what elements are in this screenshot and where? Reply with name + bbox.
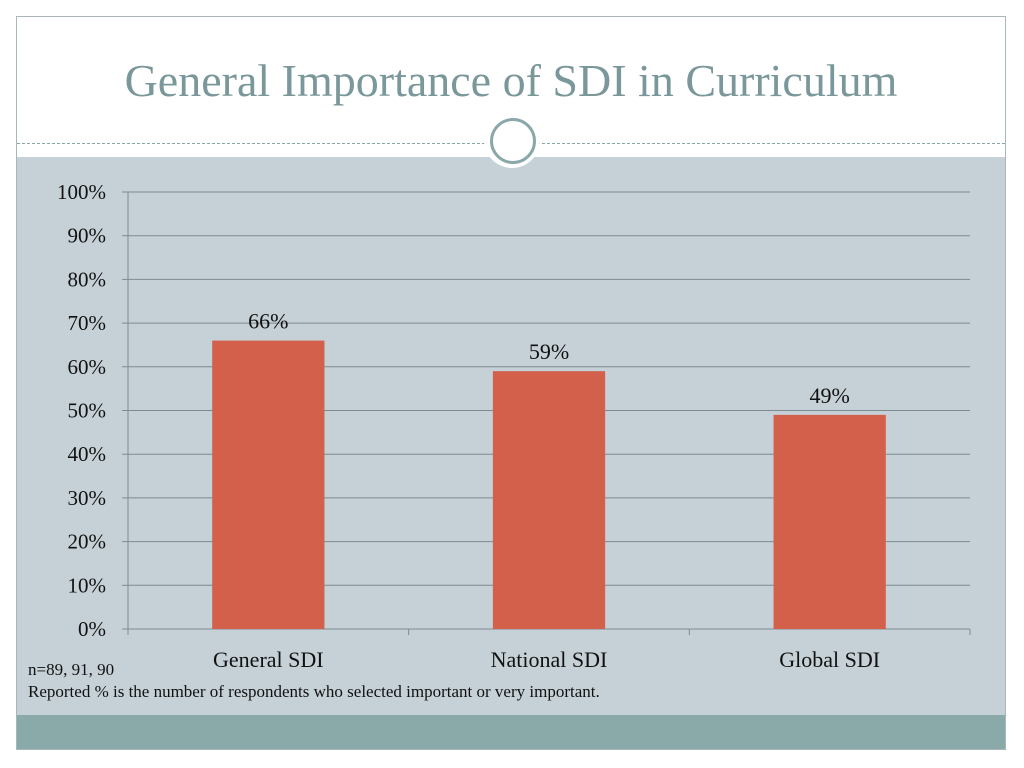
data-label: 66% [248, 309, 288, 334]
circle-ornament-ring [490, 118, 536, 164]
y-tick-label: 80% [68, 267, 107, 291]
sample-size-note: n=89, 91, 90 [28, 660, 115, 679]
x-tick-label: Global SDI [779, 647, 880, 672]
y-tick-label: 60% [68, 355, 107, 379]
y-tick-label: 30% [68, 486, 107, 510]
y-tick-label: 40% [68, 442, 107, 466]
bar [212, 340, 325, 629]
y-tick-label: 10% [68, 573, 107, 597]
y-tick-label: 70% [68, 311, 107, 335]
y-tick-label: 0% [78, 617, 106, 641]
footer-band [17, 715, 1005, 749]
data-label: 49% [810, 383, 850, 408]
y-tick-label: 100% [57, 180, 106, 204]
y-tick-label: 90% [68, 224, 107, 248]
y-tick-label: 20% [68, 530, 107, 554]
bar [773, 414, 886, 629]
method-note: Reported % is the number of respondents … [28, 682, 600, 701]
x-tick-label: General SDI [213, 647, 324, 672]
x-tick-label: National SDI [491, 647, 608, 672]
data-label: 59% [529, 339, 569, 364]
y-tick-label: 50% [68, 399, 107, 423]
slide-title: General Importance of SDI in Curriculum [124, 55, 898, 106]
bar [492, 371, 606, 629]
circle-ornament-icon [484, 112, 540, 168]
